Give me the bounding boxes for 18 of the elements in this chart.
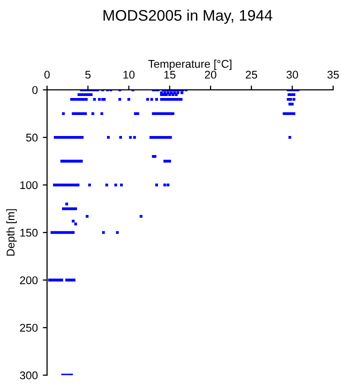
x-tick-label: 10: [123, 70, 135, 79]
y-tick-label: 250: [20, 324, 38, 332]
x-tick-label: 25: [246, 70, 258, 79]
y-tick-label: 100: [20, 181, 38, 190]
x-tick-label: 0: [44, 70, 50, 79]
y-tick-label: 150: [20, 228, 38, 237]
chart-title: MODS2005 in May, 1944: [104, 10, 272, 24]
x-tick-label: 5: [85, 70, 91, 79]
x-tick-label: 15: [164, 70, 176, 79]
y-axis-title: Depth [m]: [6, 209, 17, 256]
y-tick-label: 200: [20, 276, 38, 284]
y-tick-label: 300: [20, 371, 38, 380]
y-tick-label: 50: [26, 134, 38, 142]
x-tick-label: 30: [286, 70, 298, 79]
x-tick-label: 20: [204, 70, 216, 79]
y-tick-label: 0: [32, 86, 38, 94]
x-axis-title: Temperature [°C]: [148, 60, 232, 70]
x-tick-label: 35: [327, 70, 339, 79]
